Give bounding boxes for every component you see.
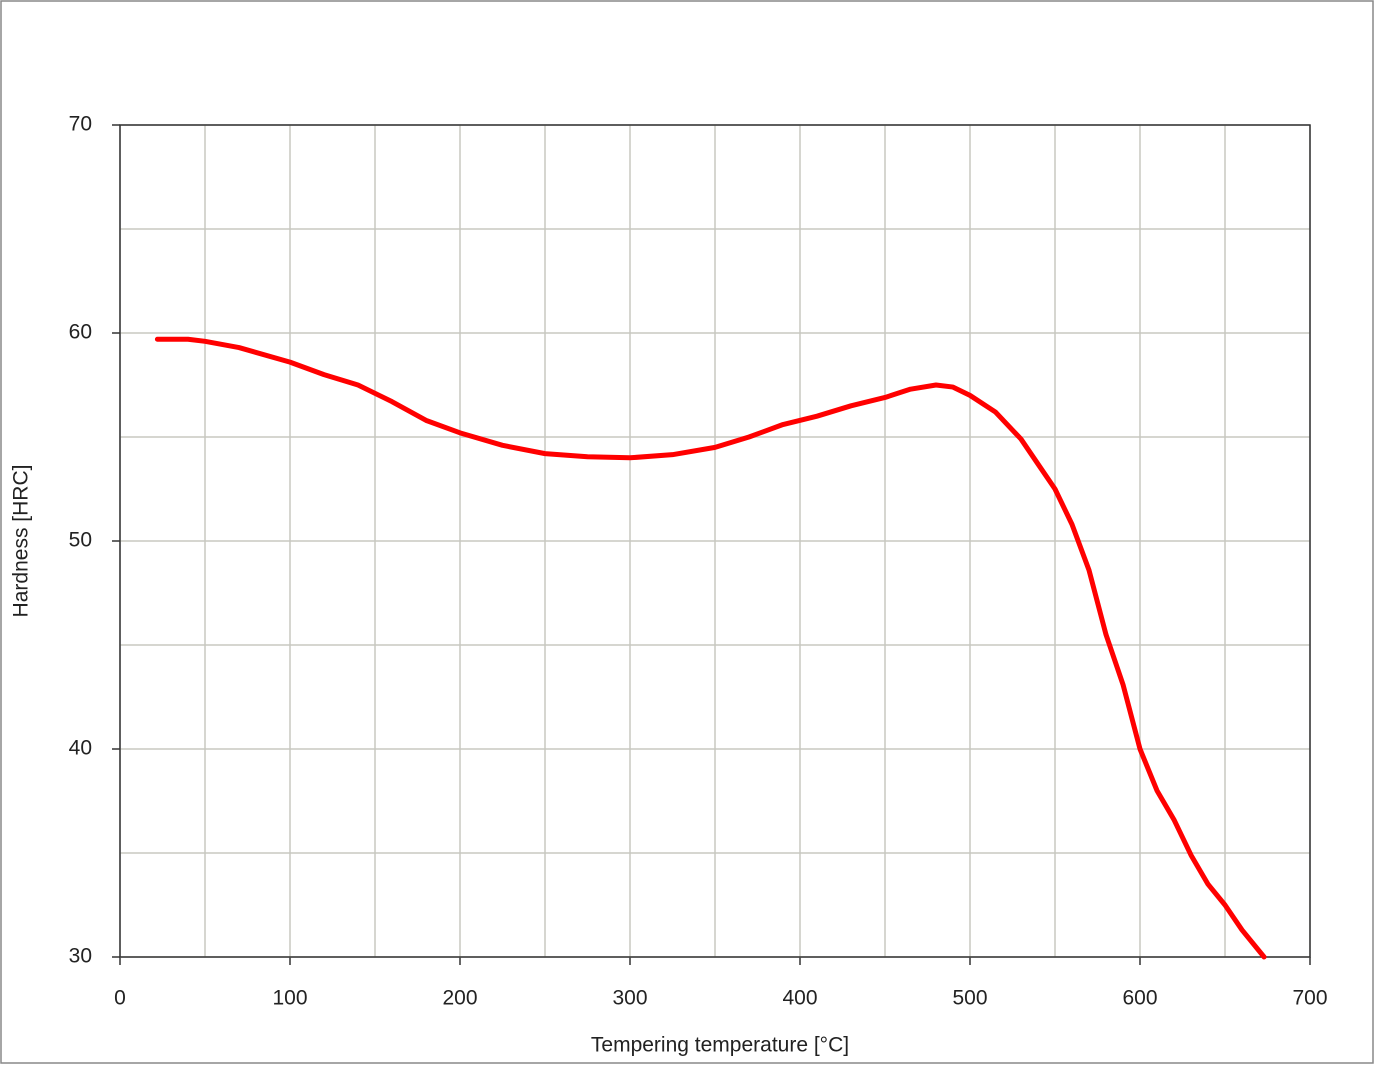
x-tick-label: 200	[442, 987, 477, 1010]
x-tick-label: 300	[612, 987, 647, 1010]
y-tick-label: 60	[69, 321, 92, 344]
y-tick-label: 50	[69, 529, 92, 552]
x-tick-label: 0	[114, 987, 126, 1010]
x-tick-label: 400	[782, 987, 817, 1010]
y-tick-label: 30	[69, 945, 92, 968]
plot-frame	[119, 124, 1311, 958]
y-tick-label: 40	[69, 737, 92, 760]
x-axis-label: Tempering temperature [°C]	[591, 1034, 849, 1057]
x-tick-label: 600	[1122, 987, 1157, 1010]
y-tick-label: 70	[69, 113, 92, 136]
x-tick-label: 500	[952, 987, 987, 1010]
y-axis-label: Hardness [HRC]	[10, 465, 33, 618]
x-tick-label: 700	[1292, 987, 1327, 1010]
hardness-line	[154, 336, 1267, 960]
x-tick-label: 100	[272, 987, 307, 1010]
